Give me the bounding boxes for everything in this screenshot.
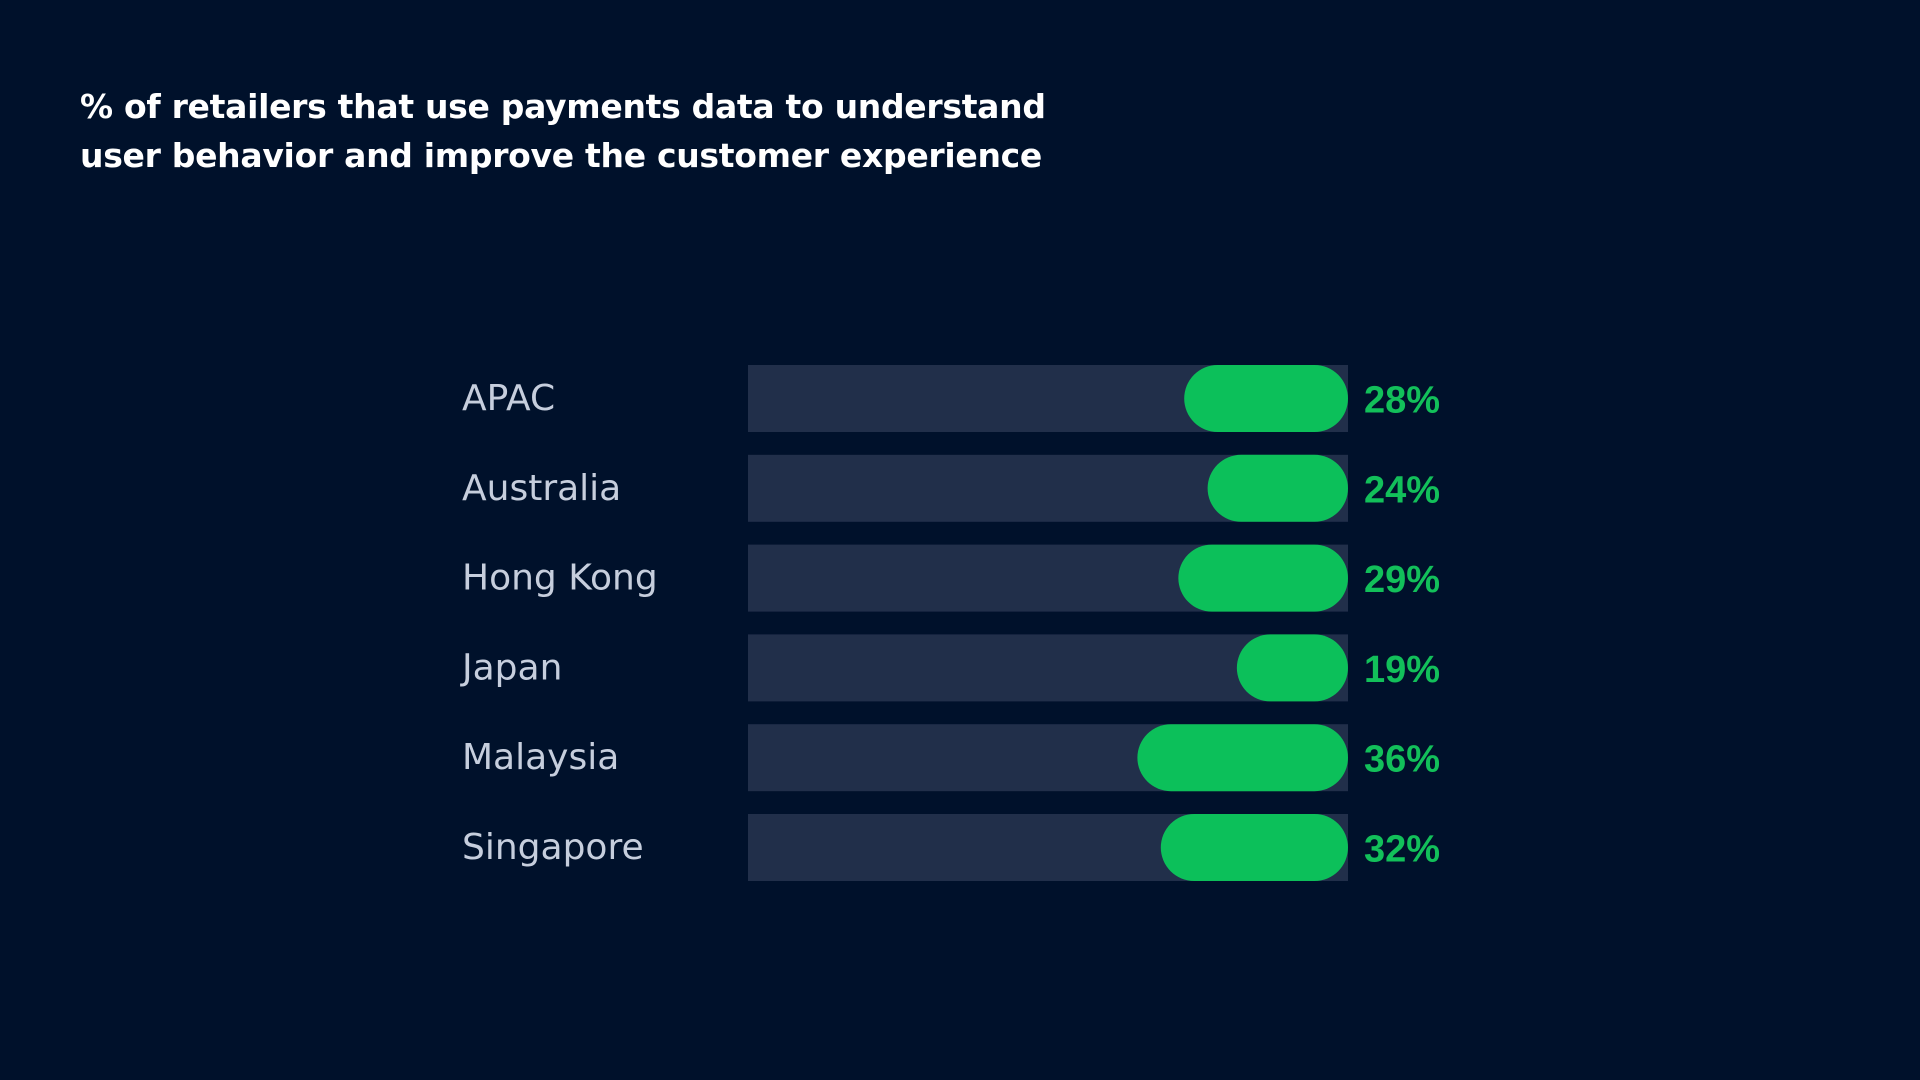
category-label-japan: Japan <box>460 647 562 688</box>
value-label-singapore: 32% <box>1364 829 1440 871</box>
category-label-hong-kong: Hong Kong <box>462 558 658 599</box>
bar-malaysia <box>1137 724 1348 792</box>
bar-australia <box>1207 454 1348 522</box>
value-label-malaysia: 36% <box>1364 739 1440 781</box>
bar-apac <box>1184 365 1348 432</box>
bar-hong-kong <box>1178 544 1348 612</box>
category-label-apac: APAC <box>462 378 555 419</box>
value-label-apac: 28% <box>1364 380 1440 422</box>
value-label-hong-kong: 29% <box>1364 559 1440 601</box>
category-label-malaysia: Malaysia <box>462 737 619 778</box>
bar-singapore <box>1160 814 1348 881</box>
bar-japan <box>1236 634 1348 702</box>
category-label-australia: Australia <box>462 468 621 509</box>
value-label-australia: 24% <box>1364 469 1440 511</box>
chart-title: % of retailers that use payments data to… <box>80 87 1046 175</box>
category-label-singapore: Singapore <box>462 827 644 868</box>
value-label-japan: 19% <box>1364 649 1440 691</box>
